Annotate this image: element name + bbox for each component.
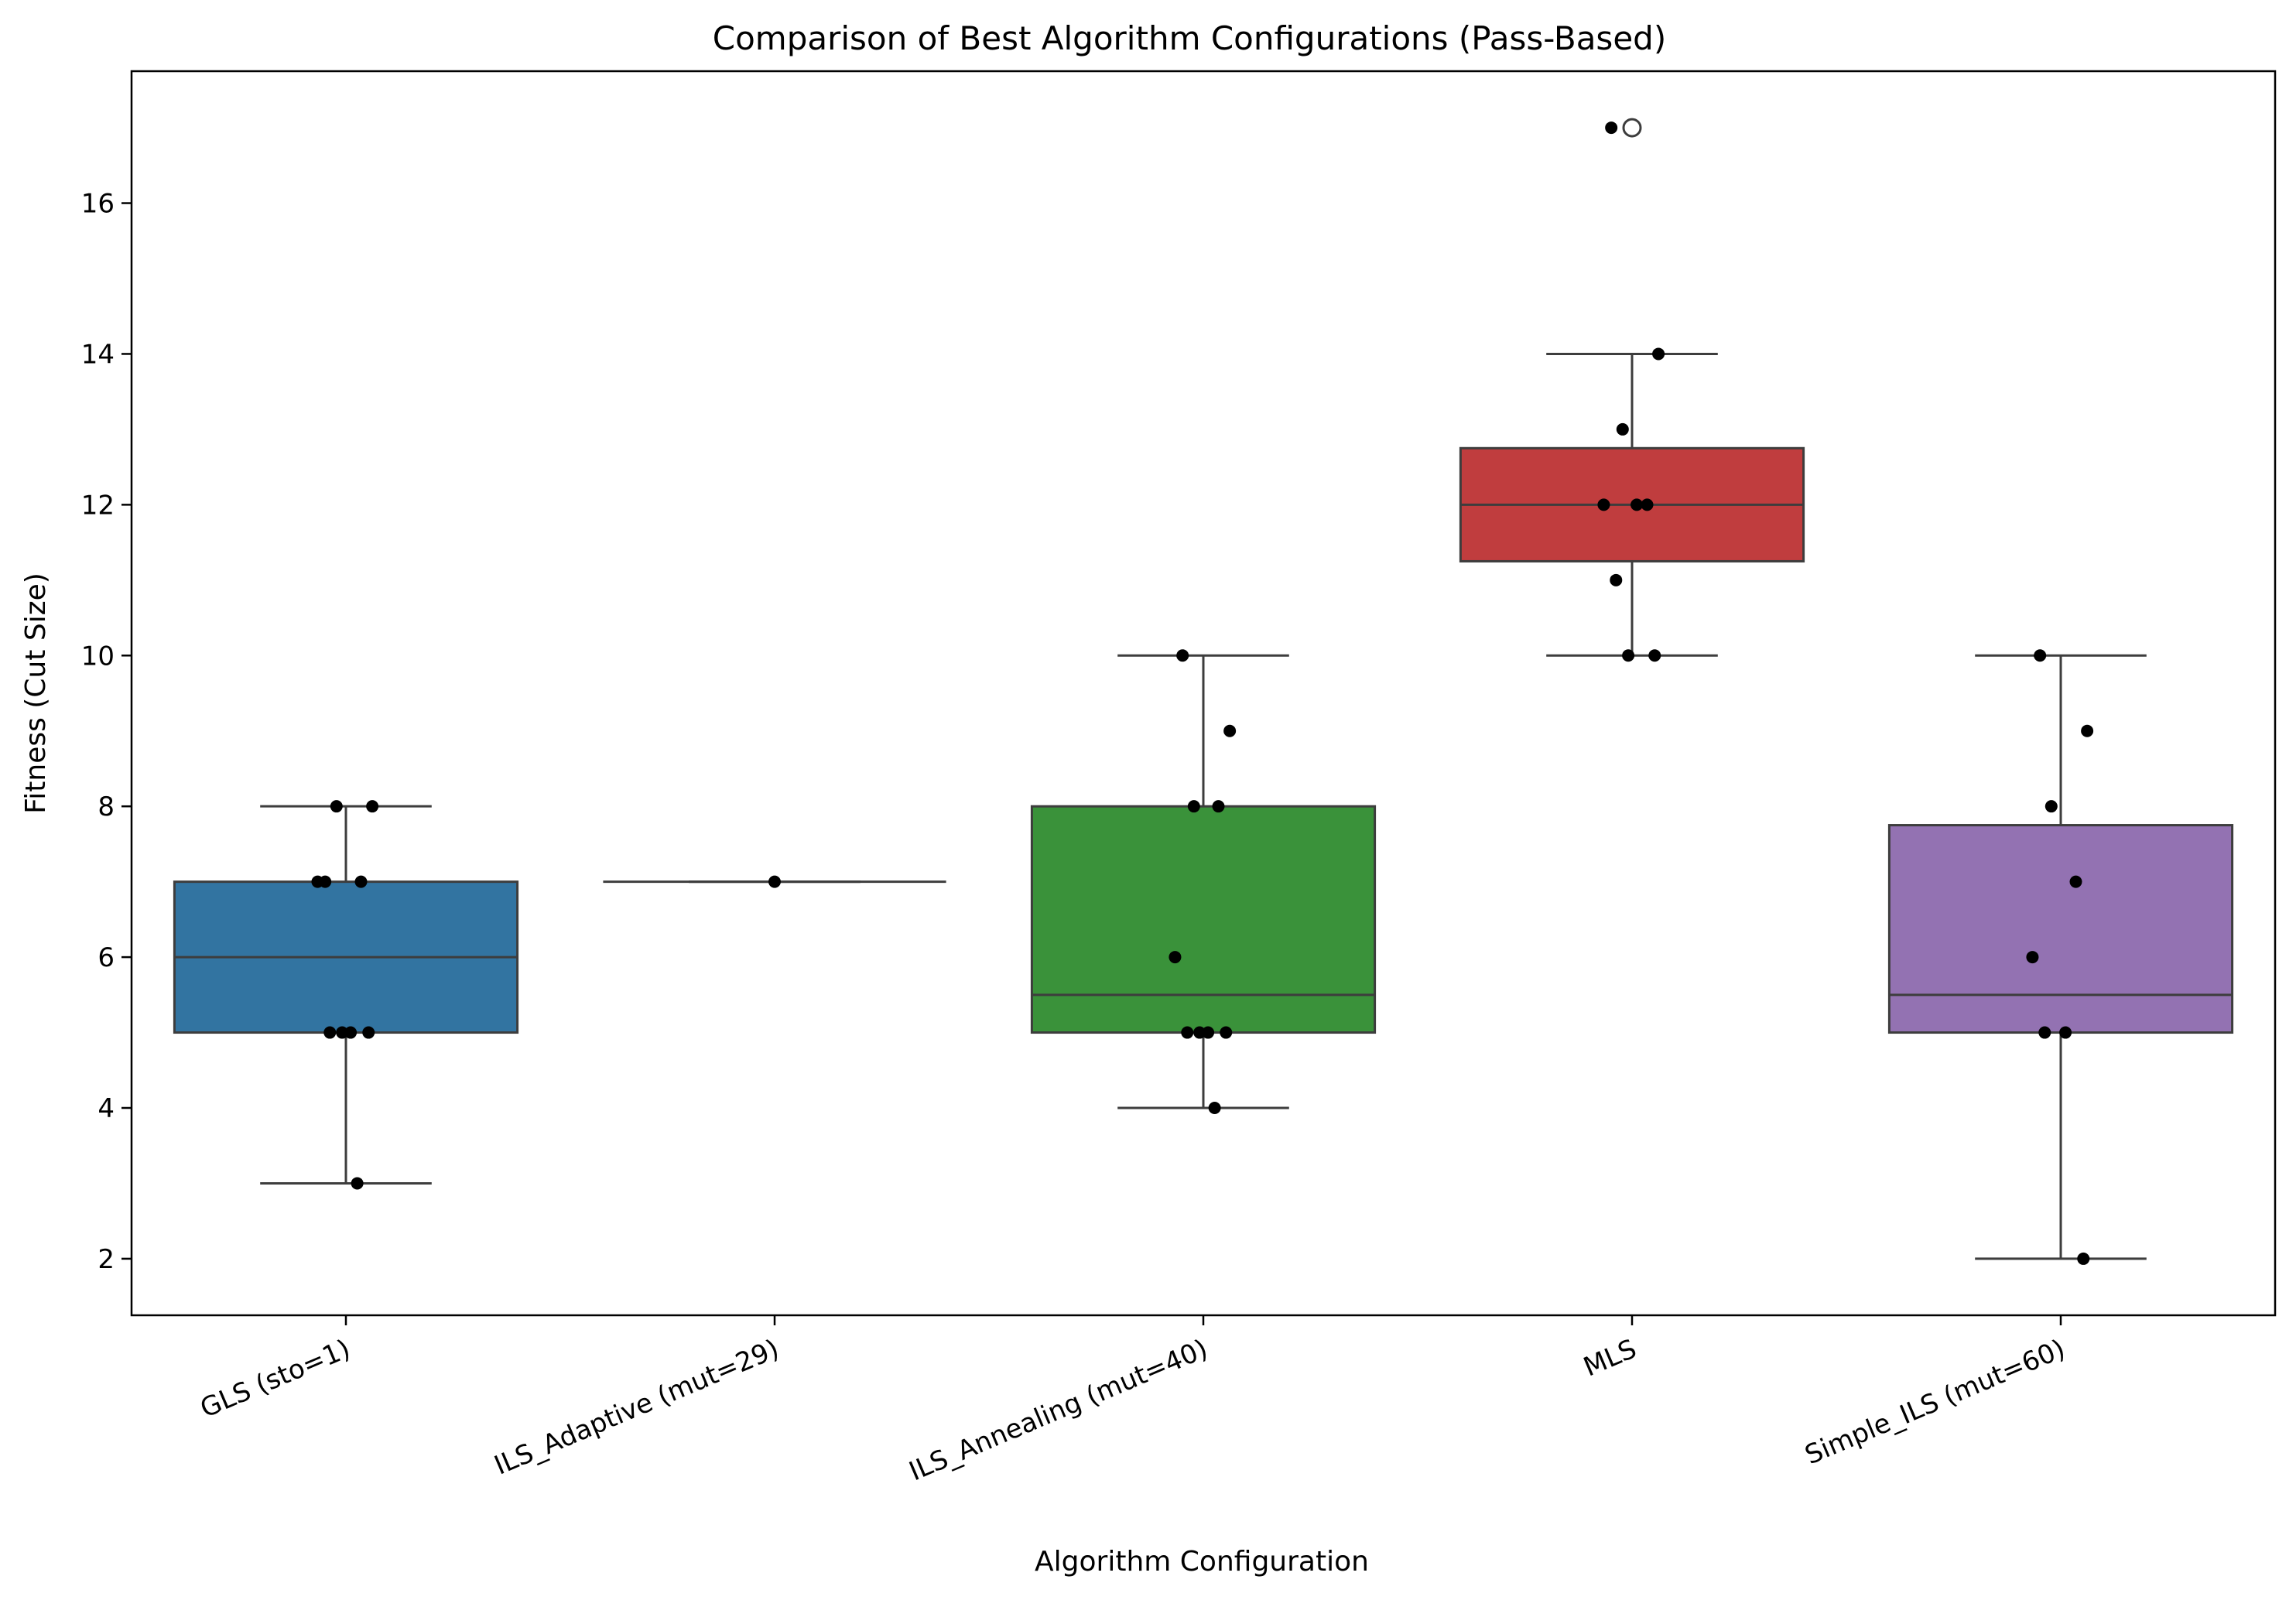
data-point [354,875,368,888]
y-axis-label: Fitness (Cut Size) [20,573,52,814]
box-group [603,875,946,888]
data-point [351,1177,364,1190]
data-point [1208,1102,1221,1114]
data-point [2081,724,2094,737]
data-point [1193,1026,1206,1039]
x-tick-label: ILS_Annealing (mut=40) [905,1333,1212,1487]
x-tick-label: Simple_ILS (mut=60) [1801,1333,2070,1471]
box [1887,824,2234,1034]
data-point [1605,121,1618,135]
data-point [1212,800,1225,813]
y-tick-label: 8 [98,791,115,822]
data-point [1616,422,1629,436]
data-point [362,1026,375,1039]
data-point [1597,498,1610,511]
x-axis: GLS (sto=1) ILS_Adaptive (mut=29) ILS_Anne… [196,1315,2070,1487]
box-group [1030,649,1377,1114]
y-tick-label: 10 [81,641,115,672]
data-point [1187,800,1200,813]
data-point [1648,649,1661,662]
data-point [1202,1026,1215,1039]
y-tick-label: 12 [81,490,115,521]
data-point [2026,951,2039,964]
y-tick-label: 14 [81,339,115,370]
x-tick-label: GLS (sto=1) [196,1333,354,1424]
data-point [1169,951,1182,964]
box-group [1887,649,2234,1265]
y-tick-label: 16 [81,189,115,220]
data-point [1641,498,1654,511]
box-group [1459,118,1805,662]
data-point [1622,649,1635,662]
data-point [366,800,379,813]
chart-title: Comparison of Best Algorithm Configurati… [713,19,1666,57]
x-tick-label: MLS [1579,1333,1641,1383]
data-point [1176,649,1189,662]
data-point [1652,347,1665,361]
data-point [1220,1026,1233,1039]
outlier-point [1622,118,1642,138]
data-point [323,1026,337,1039]
y-tick-label: 4 [98,1093,115,1124]
box [1030,805,1377,1034]
y-tick-label: 2 [98,1244,115,1275]
data-point [1223,724,1237,737]
x-axis-label: Algorithm Configuration [1035,1546,1369,1578]
data-point [2077,1252,2090,1265]
data-point [768,875,781,888]
data-point [2038,1026,2051,1039]
x-tick-label: ILS_Adaptive (mut=29) [490,1333,783,1481]
y-axis: 2 4 6 8 10 12 14 16 [81,189,132,1275]
data-point [336,1026,349,1039]
data-point [2034,649,2047,662]
data-point [1181,1026,1194,1039]
data-point [330,800,343,813]
box-group [173,800,519,1190]
y-tick-label: 6 [98,942,115,973]
data-point [1630,498,1644,511]
plot-area [173,118,2234,1265]
data-point [344,1026,358,1039]
data-point [311,875,324,888]
data-point [2059,1026,2072,1039]
data-point [2069,875,2082,888]
data-point [2045,800,2058,813]
data-point [1610,573,1623,586]
